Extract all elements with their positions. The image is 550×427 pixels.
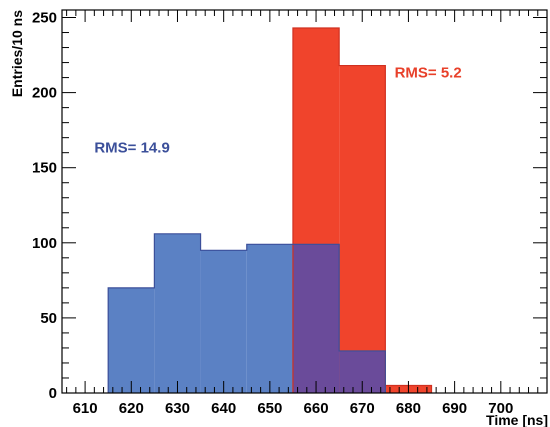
x-tick-label-660: 660: [304, 400, 329, 417]
x-tick-label-610: 610: [73, 400, 98, 417]
y-tick-label-0: 0: [49, 385, 57, 402]
plot-frame: [61, 9, 548, 394]
y-tick-label-150: 150: [32, 160, 57, 177]
annotations: RMS= 14.9 RMS= 5.2: [94, 65, 461, 157]
x-tick-label-630: 630: [165, 400, 190, 417]
y-axis-label: Entries/10 ns: [9, 10, 25, 97]
axis-ticks: [62, 10, 548, 394]
x-tick-label-700: 700: [488, 400, 513, 417]
x-tick-label-670: 670: [350, 400, 375, 417]
rms-annotation-0: RMS= 14.9: [94, 140, 169, 157]
overlap-bin-4: [292, 244, 340, 393]
red-outline: [292, 27, 433, 393]
x-tick-label-620: 620: [119, 400, 144, 417]
blue-bin-2: [200, 250, 247, 393]
red-bin-1: [339, 65, 386, 394]
x-tick-label-640: 640: [211, 400, 236, 417]
y-tick-label-250: 250: [32, 10, 57, 27]
blue-bin-1: [154, 233, 201, 393]
rms-annotation-1: RMS= 5.2: [395, 65, 462, 82]
x-tick-label-680: 680: [396, 400, 421, 417]
y-tick-label-100: 100: [32, 235, 57, 252]
histogram-bars: [107, 27, 433, 394]
blue-bin-3: [246, 244, 293, 393]
plot-border: [61, 9, 548, 394]
x-tick-label-690: 690: [442, 400, 467, 417]
blue-bin-0: [108, 287, 155, 393]
y-tick-label-200: 200: [32, 85, 57, 102]
y-tick-label-50: 50: [40, 310, 57, 327]
tick-labels: 610 620 630 640 650 660 670 680 690 700 0 50 100 150 2…: [32, 10, 513, 417]
x-axis-label: Time [ns]: [486, 412, 548, 427]
x-tick-label-650: 650: [257, 400, 282, 417]
blue-outline: [107, 233, 386, 393]
